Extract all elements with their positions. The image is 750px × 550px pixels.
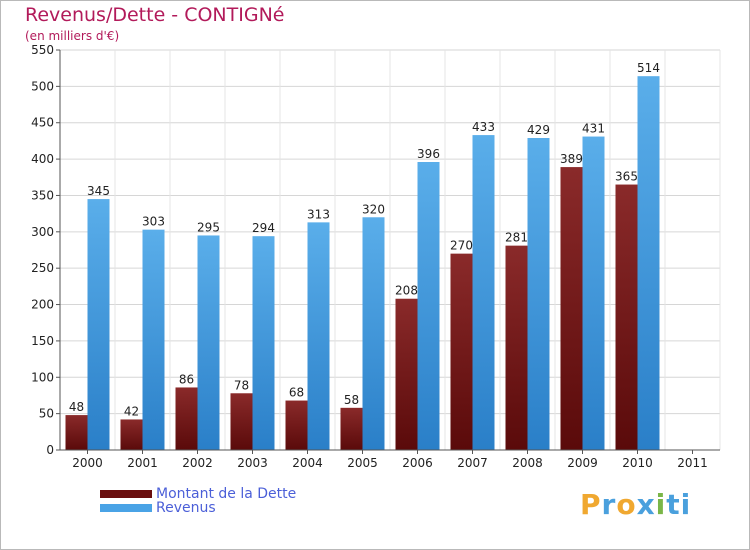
logo-letter: i <box>655 488 667 521</box>
bar-revenue <box>527 138 550 450</box>
data-label: 86 <box>179 372 194 386</box>
bar-debt <box>505 245 528 450</box>
y-tick-label: 300 <box>31 225 54 239</box>
x-tick-label: 2003 <box>237 456 268 470</box>
y-tick-label: 350 <box>31 188 54 202</box>
grid-lines <box>59 49 721 451</box>
legend-label-debt: Montant de la Dette <box>156 486 297 502</box>
data-label: 42 <box>124 404 139 418</box>
y-tick-label: 250 <box>31 261 54 275</box>
x-tick-label: 2004 <box>292 456 323 470</box>
legend-swatch-revenue <box>100 504 152 512</box>
x-tick-label: 2006 <box>402 456 433 470</box>
data-label: 281 <box>505 231 528 245</box>
bar-revenue <box>252 236 275 450</box>
bar-revenue <box>637 76 660 450</box>
proxiti-logo: Proxiti <box>580 488 691 521</box>
bar-debt <box>395 298 418 450</box>
value-labels: 48 42 86 78 68 58 208 270 281 389 365 345 303 295 294 3… <box>69 61 660 418</box>
bar-revenue <box>362 217 385 450</box>
bar-debt <box>450 253 473 450</box>
bar-debt <box>615 184 638 450</box>
data-label: 320 <box>362 202 385 216</box>
data-label: 389 <box>560 152 583 166</box>
legend-swatch-debt <box>100 490 152 498</box>
bar-debt <box>175 387 198 450</box>
y-tick-label: 550 <box>31 43 54 57</box>
y-tick-label: 400 <box>31 152 54 166</box>
data-label: 208 <box>395 284 418 298</box>
bar-debt <box>65 415 88 450</box>
data-label: 365 <box>615 170 638 184</box>
x-tick-label: 2008 <box>512 456 543 470</box>
x-tick-label: 2011 <box>677 456 708 470</box>
x-tick-label: 2001 <box>127 456 158 470</box>
bar-debt <box>560 167 583 450</box>
bar-revenue <box>582 136 605 450</box>
x-tick-label: 2000 <box>72 456 103 470</box>
data-label: 68 <box>289 386 304 400</box>
bar-revenue <box>87 199 110 450</box>
data-label: 429 <box>527 123 550 137</box>
logo-letter: x <box>636 488 656 521</box>
x-tick-label: 2009 <box>567 456 598 470</box>
y-tick-label: 50 <box>39 407 54 421</box>
bars <box>65 76 660 450</box>
legend-item-revenue: Revenus <box>100 500 216 516</box>
bar-revenue <box>307 222 330 450</box>
bar-revenue <box>142 229 165 450</box>
chart-title: Revenus/Dette - CONTIGNé <box>25 4 285 26</box>
data-label: 313 <box>307 207 330 221</box>
y-tick-label: 200 <box>31 298 54 312</box>
logo-letter: P <box>580 488 602 521</box>
y-tick-label: 150 <box>31 334 54 348</box>
y-tick-label: 0 <box>46 443 54 457</box>
legend-item-debt: Montant de la Dette <box>100 486 296 502</box>
data-label: 294 <box>252 221 275 235</box>
axes: 0 50 100 150 200 250 300 350 400 450 500 550 2000 200… <box>31 43 720 470</box>
data-label: 514 <box>637 61 660 75</box>
bar-debt <box>285 400 308 450</box>
x-tick-label: 2005 <box>347 456 378 470</box>
x-tick-label: 2002 <box>182 456 213 470</box>
x-tick-label: 2007 <box>457 456 488 470</box>
data-label: 303 <box>142 215 165 229</box>
data-label: 295 <box>197 220 220 234</box>
logo-letter: ti <box>666 488 692 521</box>
data-label: 431 <box>582 122 605 136</box>
bar-revenue <box>197 235 220 450</box>
y-tick-label: 100 <box>31 370 54 384</box>
bar-revenue <box>472 135 495 450</box>
data-label: 345 <box>87 184 110 198</box>
bar-revenue <box>417 162 440 450</box>
data-label: 270 <box>450 239 473 253</box>
bar-debt <box>230 393 253 450</box>
data-label: 78 <box>234 378 249 392</box>
bar-debt <box>340 407 363 450</box>
logo-letter: o <box>616 488 637 521</box>
bar-debt <box>120 419 143 450</box>
y-tick-label: 450 <box>31 116 54 130</box>
y-tick-label: 500 <box>31 79 54 93</box>
data-label: 48 <box>69 400 84 414</box>
data-label: 396 <box>417 147 440 161</box>
x-tick-label: 2010 <box>622 456 653 470</box>
logo-letter: r <box>601 488 617 521</box>
legend-label-revenue: Revenus <box>156 500 216 516</box>
data-label: 433 <box>472 120 495 134</box>
data-label: 58 <box>344 393 359 407</box>
chart-subtitle: (en milliers d'€) <box>25 29 120 43</box>
